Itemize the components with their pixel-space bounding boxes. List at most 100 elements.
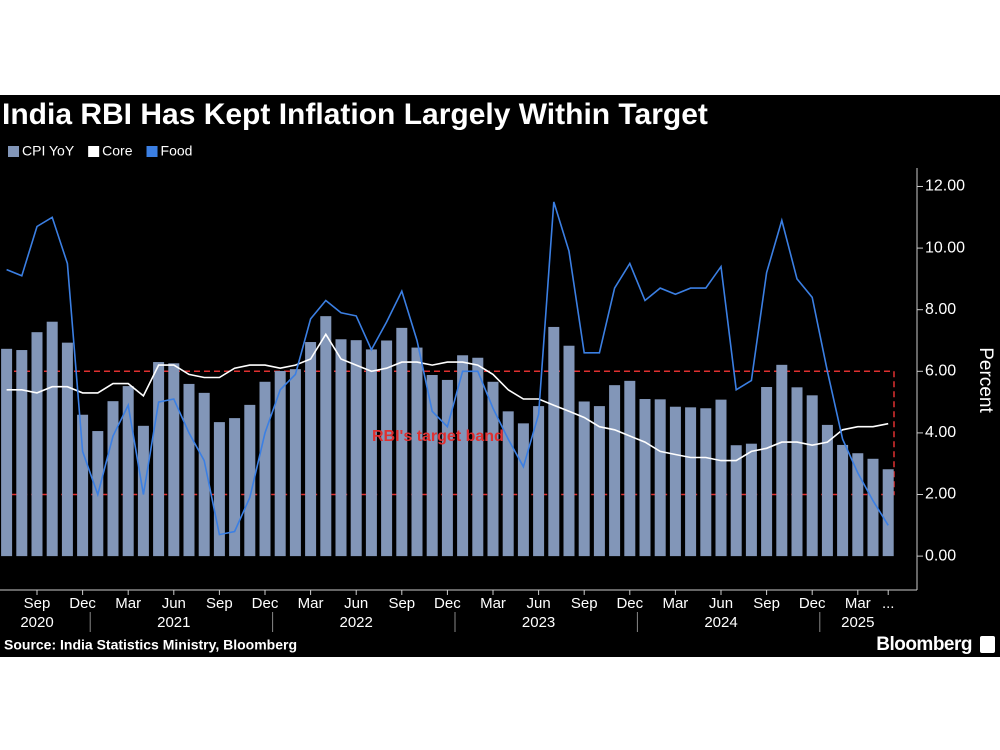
bar bbox=[457, 355, 469, 557]
bar bbox=[46, 321, 58, 557]
x-year-label: 2021 bbox=[157, 614, 190, 631]
x-tick-label: Sep bbox=[571, 595, 598, 612]
bar bbox=[244, 404, 256, 557]
x-tick-label: ... bbox=[882, 595, 895, 612]
bar bbox=[335, 339, 347, 557]
background bbox=[0, 95, 1000, 657]
bar bbox=[426, 374, 438, 557]
x-tick-label: Dec bbox=[799, 595, 826, 612]
bar bbox=[365, 349, 377, 557]
bar bbox=[289, 369, 301, 557]
bar bbox=[730, 445, 742, 557]
x-tick-label: Dec bbox=[252, 595, 279, 612]
x-tick-label: Sep bbox=[388, 595, 415, 612]
bar bbox=[609, 385, 621, 557]
bar bbox=[852, 453, 864, 557]
bar bbox=[305, 342, 317, 557]
x-tick-label: Mar bbox=[845, 595, 871, 612]
bar bbox=[259, 381, 271, 557]
bar bbox=[700, 408, 712, 557]
y-tick-label: 0.00 bbox=[925, 547, 956, 564]
legend-label: Core bbox=[102, 143, 133, 159]
bar bbox=[213, 422, 225, 557]
bar bbox=[548, 326, 560, 557]
bar bbox=[791, 387, 803, 557]
bar bbox=[593, 406, 605, 557]
bar bbox=[229, 418, 241, 557]
bar bbox=[31, 332, 43, 557]
y-tick-label: 2.00 bbox=[925, 486, 956, 503]
source: Source: India Statistics Ministry, Bloom… bbox=[4, 637, 297, 653]
y-tick-label: 8.00 bbox=[925, 301, 956, 318]
legend-swatch bbox=[8, 146, 19, 157]
bar bbox=[806, 395, 818, 557]
bar bbox=[381, 340, 393, 557]
bar bbox=[168, 363, 180, 557]
legend-label: Food bbox=[161, 143, 193, 159]
x-tick-label: Dec bbox=[434, 595, 461, 612]
bar bbox=[776, 364, 788, 557]
x-tick-label: Jun bbox=[162, 595, 186, 612]
bar bbox=[715, 399, 727, 557]
y-tick-label: 12.00 bbox=[925, 178, 965, 195]
x-tick-label: Mar bbox=[298, 595, 324, 612]
bar bbox=[441, 379, 453, 557]
bar bbox=[487, 381, 499, 557]
y-tick-label: 6.00 bbox=[925, 363, 956, 380]
bar bbox=[107, 401, 119, 557]
bar bbox=[821, 424, 833, 557]
bar bbox=[61, 342, 73, 557]
x-tick-label: Mar bbox=[662, 595, 688, 612]
annotation: RBI's target band bbox=[372, 428, 504, 445]
legend-swatch bbox=[146, 146, 158, 157]
bar bbox=[685, 407, 697, 557]
x-tick-label: Jun bbox=[344, 595, 368, 612]
y-tick-label: 4.00 bbox=[925, 424, 956, 441]
bar bbox=[837, 444, 849, 557]
line bbox=[6, 332, 889, 462]
chart-title: India RBI Has Kept Inflation Largely Wit… bbox=[2, 98, 708, 131]
x-tick-label: Sep bbox=[753, 595, 780, 612]
bar bbox=[867, 458, 879, 557]
bar bbox=[396, 327, 408, 557]
bar bbox=[669, 406, 681, 557]
x-tick-label: Dec bbox=[616, 595, 643, 612]
bar bbox=[563, 345, 575, 557]
x-year-label: 2020 bbox=[20, 614, 53, 631]
bar bbox=[198, 392, 210, 557]
bar bbox=[183, 383, 195, 557]
bar bbox=[654, 399, 666, 557]
y-axis-label: Percent bbox=[975, 347, 996, 413]
legend-swatch bbox=[88, 146, 100, 157]
x-year-label: 2024 bbox=[704, 614, 737, 631]
bar bbox=[624, 380, 636, 557]
bar bbox=[745, 443, 757, 557]
x-year-label: 2023 bbox=[522, 614, 555, 631]
bar bbox=[502, 411, 514, 557]
bar bbox=[761, 387, 773, 557]
y-tick-label: 10.00 bbox=[925, 239, 965, 256]
bar bbox=[578, 401, 590, 557]
bar bbox=[320, 316, 332, 557]
bar bbox=[533, 406, 545, 557]
bar bbox=[350, 340, 362, 557]
x-year-label: 2025 bbox=[841, 614, 874, 631]
bar bbox=[77, 414, 89, 557]
bar bbox=[639, 399, 651, 557]
bar bbox=[882, 469, 894, 557]
line bbox=[6, 201, 889, 536]
bar bbox=[472, 357, 484, 557]
x-tick-label: Sep bbox=[24, 595, 51, 612]
x-year-label: 2022 bbox=[340, 614, 373, 631]
bar bbox=[1, 348, 13, 557]
bar bbox=[274, 370, 286, 557]
x-tick-label: Sep bbox=[206, 595, 233, 612]
bar bbox=[122, 386, 134, 557]
brand-icon bbox=[980, 636, 995, 653]
bar bbox=[411, 347, 423, 557]
x-tick-label: Jun bbox=[527, 595, 551, 612]
x-tick-label: Mar bbox=[115, 595, 141, 612]
brand: Bloomberg bbox=[876, 634, 972, 655]
